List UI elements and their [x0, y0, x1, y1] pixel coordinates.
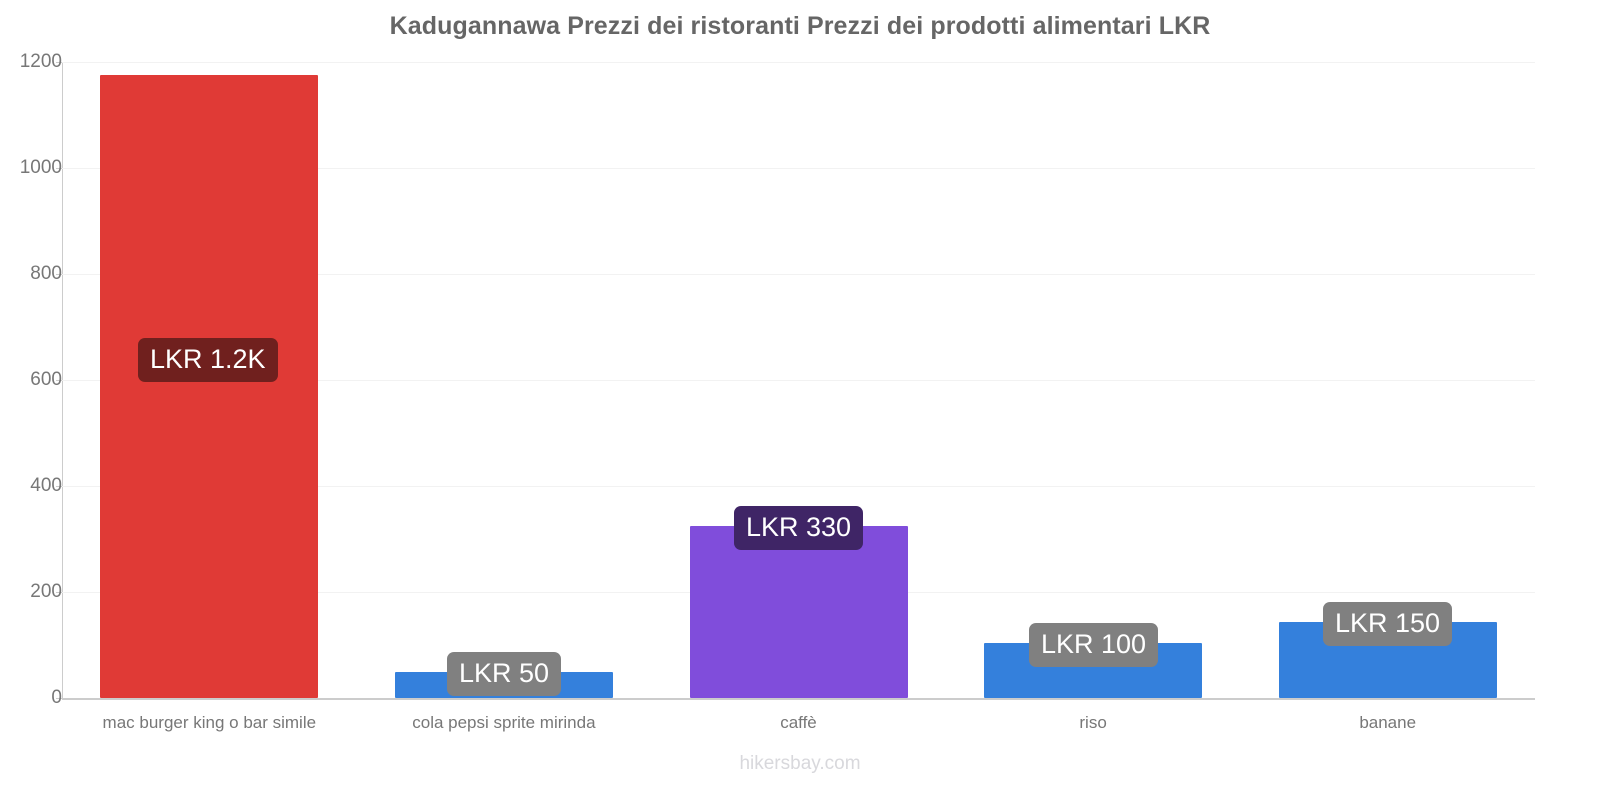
bar[interactable] — [689, 525, 908, 698]
footer-watermark: hikersbay.com — [739, 753, 861, 774]
gridline — [62, 62, 1535, 63]
x-tick-label: riso — [1079, 713, 1107, 732]
y-tick-label: 800 — [30, 263, 62, 284]
y-tick-mark — [56, 168, 63, 169]
y-tick-label: 1200 — [19, 51, 62, 72]
gridline — [62, 168, 1535, 169]
bar-value-label: LKR 50 — [447, 651, 562, 696]
bar-value-label: LKR 150 — [1323, 602, 1453, 647]
gridline — [62, 486, 1535, 487]
bar-value-label: LKR 330 — [734, 505, 864, 550]
bar-value-label: LKR 100 — [1029, 623, 1159, 668]
bar-value-label: LKR 1.2K — [138, 338, 278, 382]
x-tick-label: cola pepsi sprite mirinda — [412, 713, 596, 732]
x-axis-line — [62, 698, 1535, 700]
x-tick-label: mac burger king o bar simile — [102, 713, 317, 732]
gridline — [62, 274, 1535, 275]
y-tick-mark — [56, 380, 63, 381]
y-tick-label: 400 — [30, 475, 62, 496]
y-tick-mark — [56, 592, 63, 593]
y-tick-mark — [56, 698, 63, 699]
y-axis-line — [62, 62, 63, 700]
x-tick-label: caffè — [780, 713, 817, 732]
y-tick-mark — [56, 274, 63, 275]
y-tick-label: 600 — [30, 369, 62, 390]
y-tick-mark — [56, 62, 63, 63]
y-tick-label: 200 — [30, 581, 62, 602]
gridline — [62, 380, 1535, 381]
y-tick-label: 1000 — [19, 157, 62, 178]
bar[interactable] — [100, 75, 319, 698]
page-title: Kadugannawa Prezzi dei ristoranti Prezzi… — [389, 12, 1211, 40]
x-tick-label: banane — [1359, 713, 1417, 732]
y-tick-label: 0 — [51, 687, 62, 708]
y-tick-mark — [56, 486, 63, 487]
